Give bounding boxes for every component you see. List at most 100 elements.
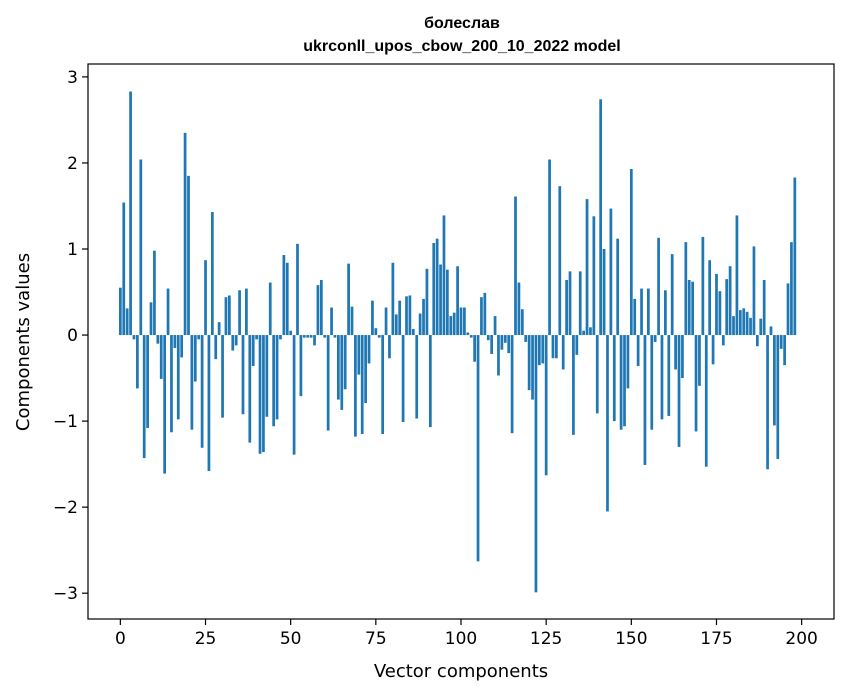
bar-120 [527,335,531,391]
bar-134 [575,335,579,355]
bar-113 [503,335,507,343]
x-axis: 0 25 50 75 100 125 150 175 200 [115,619,818,649]
bar-40 [255,335,258,340]
bars-group [119,91,797,593]
bar-110 [493,316,497,336]
bar-56 [309,335,313,338]
bar-107 [483,292,487,336]
bar-77 [381,335,385,434]
bar-155 [646,288,650,336]
bar-173 [708,260,712,336]
bar-104 [473,335,476,362]
bar-91 [428,335,432,428]
bar-84 [405,296,408,336]
bar-167 [687,279,691,336]
chart-subtitle: ukrconll_upos_cbow_200_10_2022 model [303,38,620,55]
y-tick-label: −2 [53,498,78,518]
bar-147 [619,335,623,430]
bar-7 [142,335,146,459]
bar-86 [411,329,415,336]
bar-5 [136,335,139,389]
bar-187 [755,335,759,347]
bar-33 [231,335,235,351]
bar-180 [732,316,735,336]
bar-160 [664,290,667,336]
bar-82 [398,300,402,336]
bar-37 [245,288,248,336]
y-axis: −3 −2 −1 0 1 2 3 [53,68,88,604]
bar-186 [752,246,756,336]
bar-170 [698,335,701,386]
bar-18 [180,335,184,358]
bar-29 [217,322,221,336]
bar-100 [459,307,463,336]
bar-138 [589,327,592,336]
bar-137 [585,199,589,336]
x-tick-label: 0 [115,629,126,649]
x-tick-label: 200 [785,629,817,649]
bar-93 [435,238,439,336]
bar-108 [486,335,490,341]
bar-168 [691,281,694,336]
bar-11 [156,335,160,344]
bar-133 [572,335,575,435]
bar-35 [238,290,241,336]
bar-182 [738,310,742,336]
bar-143 [606,335,609,512]
bar-103 [469,335,473,338]
bar-140 [595,335,599,414]
bar-66 [343,335,347,390]
bar-83 [401,335,405,422]
bar-42 [262,335,265,453]
bar-67 [347,263,350,336]
bar-98 [452,312,456,336]
y-tick-label: −1 [53,412,78,432]
bar-105 [476,335,480,562]
bar-114 [507,335,511,354]
bar-6 [139,159,143,336]
bar-197 [790,242,793,336]
bar-192 [773,335,776,426]
bar-136 [582,330,585,336]
bar-161 [667,335,671,416]
bar-126 [548,159,551,336]
bar-68 [350,306,354,336]
bar-125 [544,335,548,476]
bar-198 [793,177,797,336]
bar-28 [214,335,218,360]
bar-55 [306,335,310,338]
bar-73 [367,335,371,364]
bar-76 [377,335,381,338]
bar-175 [715,273,718,336]
bar-123 [537,335,541,366]
bar-2 [125,308,129,336]
bar-127 [551,335,555,359]
bar-52 [296,243,299,336]
bar-115 [510,335,514,434]
bar-94 [439,264,442,336]
x-axis-label: Vector components [374,661,548,682]
x-tick-label: 25 [195,629,217,649]
y-tick-label: 0 [67,326,78,346]
bar-38 [248,335,252,443]
bar-131 [565,279,568,336]
bar-44 [268,282,272,336]
bar-90 [425,268,429,336]
bar-25 [204,260,207,336]
bar-121 [531,335,534,400]
bar-53 [299,335,303,397]
x-tick-label: 100 [445,629,477,649]
bar-177 [721,335,725,346]
bar-97 [449,316,453,336]
bar-41 [258,335,262,454]
bar-62 [330,307,333,336]
bar-21 [190,335,194,430]
bar-58 [316,285,320,336]
bar-95 [442,215,446,336]
bar-151 [633,298,637,336]
bar-4 [132,335,136,340]
bar-132 [568,271,572,336]
bar-165 [681,335,684,379]
bar-15 [170,335,173,433]
